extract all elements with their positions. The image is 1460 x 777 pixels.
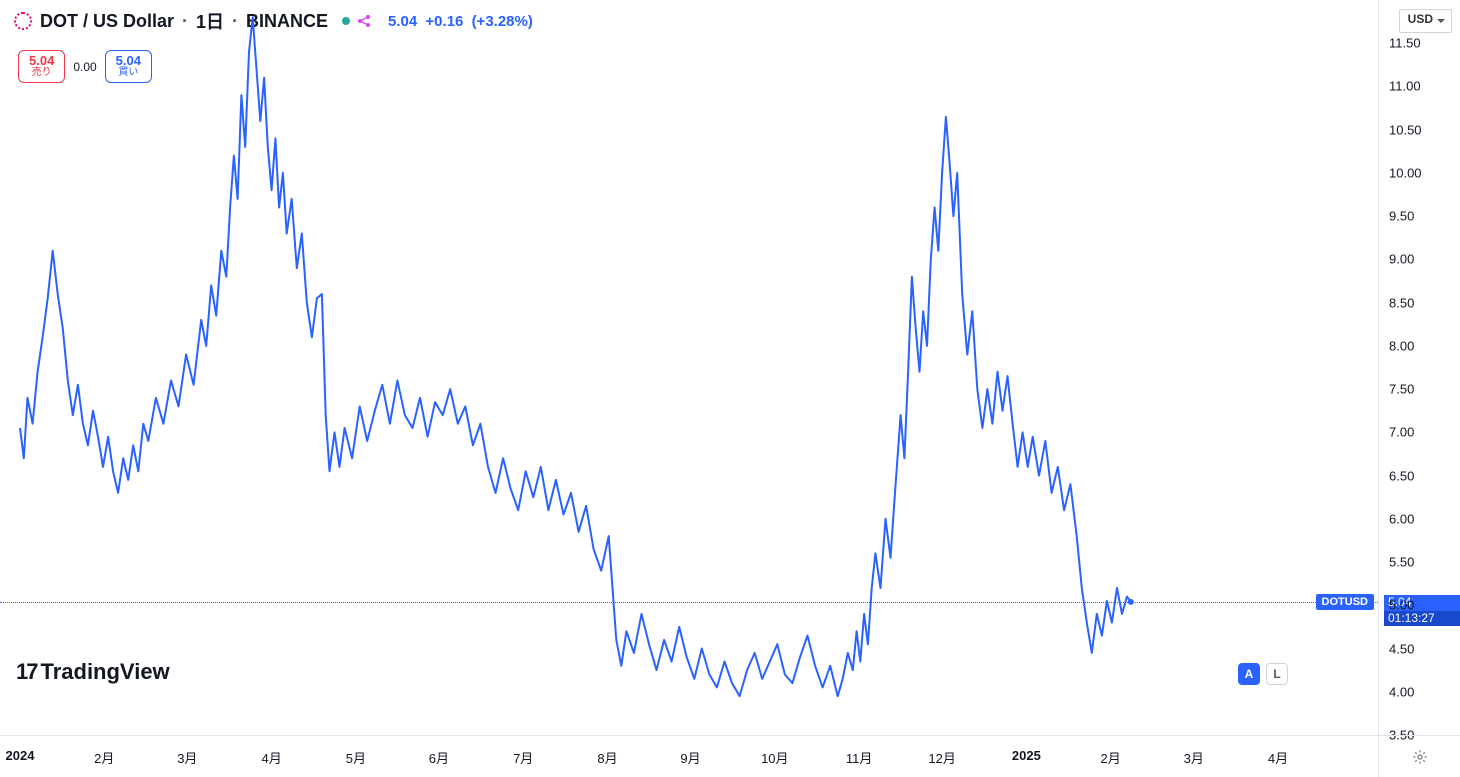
y-tick: 6.00 bbox=[1389, 511, 1414, 526]
y-tick: 8.50 bbox=[1389, 295, 1414, 310]
x-tick: 11月 bbox=[846, 748, 873, 767]
x-tick: 8月 bbox=[597, 748, 617, 767]
x-tick: 2月 bbox=[94, 748, 114, 767]
gear-icon[interactable] bbox=[1412, 749, 1428, 765]
y-tick: 9.50 bbox=[1389, 209, 1414, 224]
y-tick: 5.50 bbox=[1389, 555, 1414, 570]
x-tick: 2024 bbox=[6, 748, 35, 763]
log-scale-badge[interactable]: L bbox=[1266, 663, 1288, 685]
x-tick: 12月 bbox=[928, 748, 955, 767]
countdown-value: 01:13:27 bbox=[1384, 611, 1460, 627]
x-axis[interactable]: 2024 2月 3月 4月 5月 6月 7月 8月 9月 10月 11月 12月 2025 2月 3月 4月 bbox=[0, 735, 1378, 777]
x-tick: 6月 bbox=[429, 748, 449, 767]
chart-plot-area[interactable]: DOTUSD 17 TradingView A L bbox=[0, 0, 1378, 735]
y-tick: 4.00 bbox=[1389, 684, 1414, 699]
auto-scale-badge[interactable]: A bbox=[1238, 663, 1260, 685]
x-tick: 7月 bbox=[513, 748, 533, 767]
y-tick: 9.00 bbox=[1389, 252, 1414, 267]
y-tick: 5.00 bbox=[1389, 598, 1414, 613]
y-tick: 7.00 bbox=[1389, 425, 1414, 440]
x-tick: 2025 bbox=[1012, 748, 1041, 763]
tv-mark-icon: 17 bbox=[16, 659, 36, 685]
x-tick: 3月 bbox=[177, 748, 197, 767]
y-tick: 11.50 bbox=[1389, 36, 1421, 51]
x-tick: 4月 bbox=[1268, 748, 1288, 767]
x-tick: 3月 bbox=[1184, 748, 1204, 767]
x-tick: 9月 bbox=[680, 748, 700, 767]
price-line-series bbox=[0, 0, 1378, 735]
y-tick: 6.50 bbox=[1389, 468, 1414, 483]
y-axis[interactable]: 5.04 01:13:27 3.504.004.505.005.506.006.… bbox=[1378, 0, 1460, 735]
scale-badges: A L bbox=[1238, 663, 1288, 685]
x-tick: 2月 bbox=[1101, 748, 1121, 767]
x-tick: 4月 bbox=[261, 748, 281, 767]
tv-logo-text: TradingView bbox=[40, 659, 169, 685]
x-tick: 10月 bbox=[761, 748, 788, 767]
y-tick: 11.00 bbox=[1389, 79, 1421, 94]
tradingview-logo[interactable]: 17 TradingView bbox=[16, 659, 170, 685]
y-tick: 10.50 bbox=[1389, 122, 1422, 137]
y-tick: 10.00 bbox=[1389, 165, 1422, 180]
x-tick: 5月 bbox=[346, 748, 366, 767]
axis-corner[interactable] bbox=[1378, 735, 1460, 777]
y-tick: 7.50 bbox=[1389, 382, 1414, 397]
y-tick: 8.00 bbox=[1389, 338, 1414, 353]
y-tick: 4.50 bbox=[1389, 641, 1414, 656]
chart-root: DOT / US Dollar · 1日 · BINANCE 5.04 +0.1… bbox=[0, 0, 1460, 777]
